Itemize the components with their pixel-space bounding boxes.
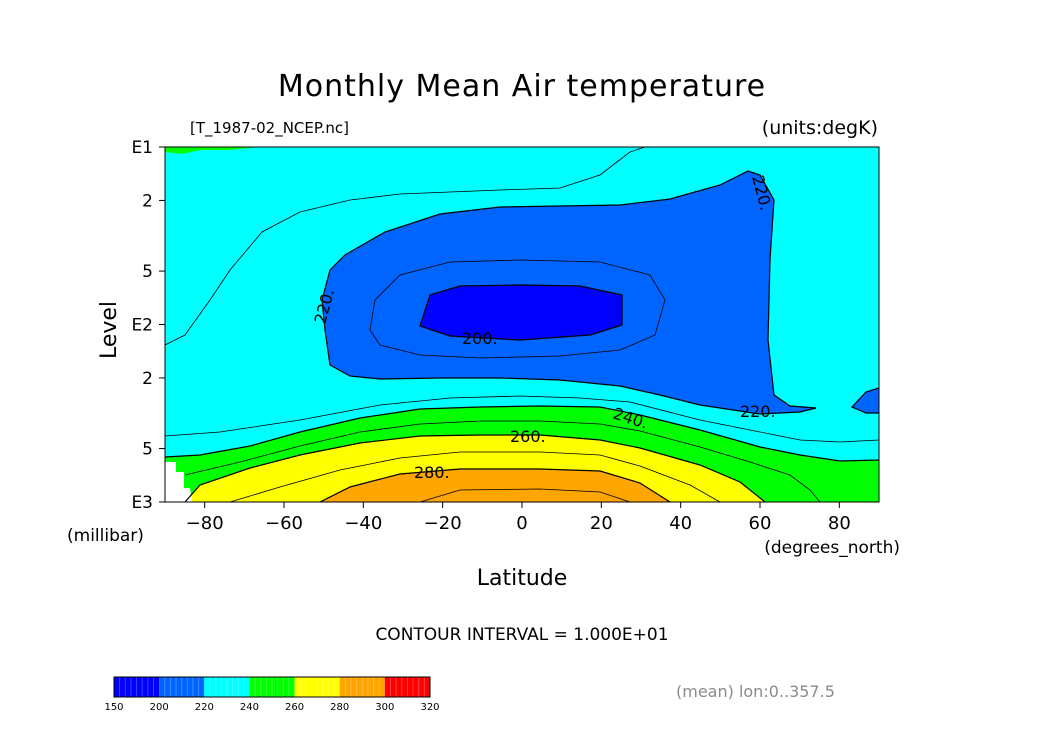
x-tick-label: −80 — [186, 513, 224, 534]
y-tick-label: E2 — [131, 316, 153, 336]
y-tick-label: E1 — [131, 138, 153, 158]
y-tick-label: 2 — [142, 191, 153, 211]
colorbar-swatch — [249, 677, 295, 697]
y-tick-label: 5 — [142, 440, 153, 460]
contour-line — [184, 434, 766, 502]
contour-line — [184, 420, 821, 502]
missing-data-patch — [165, 462, 192, 502]
colorbar-swatch — [384, 677, 430, 697]
colorbar-label: 200 — [150, 702, 169, 713]
x-units-label: (degrees_north) — [764, 538, 900, 558]
colorbar-label: 280 — [330, 702, 349, 713]
contour-line — [165, 395, 879, 443]
contour-line — [850, 387, 879, 414]
contour-lines — [165, 147, 879, 502]
colorbar-label: 240 — [240, 702, 259, 713]
contour-line — [319, 468, 671, 502]
contour-label: 280. — [414, 463, 450, 482]
x-tick-label: 20 — [590, 513, 613, 534]
band-240-top-patch — [165, 147, 260, 154]
colorbar-swatch — [339, 677, 385, 697]
y-units-label: (millibar) — [67, 526, 144, 546]
y-tick-label: E3 — [131, 493, 153, 513]
colorbar-label: 260 — [285, 702, 304, 713]
x-tick-label: 80 — [828, 513, 851, 534]
y-axis-ticks: E3 5 2 E2 5 2 E1 — [131, 138, 165, 513]
contour-line — [419, 284, 623, 341]
x-tick-label: −40 — [344, 513, 382, 534]
colorbar-label: 320 — [420, 702, 439, 713]
footer-note: (mean) lon:0..357.5 — [676, 682, 835, 701]
contour-label: 200. — [462, 329, 498, 348]
x-tick-label: −60 — [265, 513, 303, 534]
colorbar-swatch — [159, 677, 205, 697]
colorbar-label: 300 — [375, 702, 394, 713]
band-200-220-right-patch — [852, 388, 879, 413]
x-axis-title: Latitude — [477, 566, 568, 591]
colorbar-label: 220 — [195, 702, 214, 713]
colorbar: 150 200 220 240 260 280 300 320 — [104, 676, 440, 713]
x-axis-ticks: −80 −60 −40 −20 0 20 40 60 80 — [186, 502, 851, 534]
x-tick-label: −20 — [424, 513, 462, 534]
contour-label: 220. — [740, 402, 776, 421]
y-tick-label: 5 — [142, 262, 153, 282]
y-tick-label: 2 — [142, 369, 153, 389]
colorbar-label: 150 — [104, 702, 123, 713]
colorbar-swatch — [204, 677, 250, 697]
x-tick-label: 60 — [749, 513, 772, 534]
band-150-200 — [420, 285, 622, 340]
colorbar-frame — [113, 676, 431, 698]
x-tick-label: 0 — [516, 513, 527, 534]
contour-line — [165, 147, 646, 346]
contour-line — [165, 405, 879, 462]
colorbar-swatch — [114, 677, 160, 697]
contour-line — [369, 259, 666, 359]
chart-title: Monthly Mean Air temperature — [278, 69, 766, 104]
contour-label: 260. — [510, 427, 546, 446]
x-tick-label: 40 — [669, 513, 692, 534]
contour-line — [229, 451, 721, 502]
contour-line — [321, 170, 817, 415]
band-280-300 — [320, 469, 670, 502]
contour-interval-label: CONTOUR INTERVAL = 1.000E+01 — [375, 625, 668, 645]
contour-line — [419, 488, 631, 502]
units-label: (units:degK) — [762, 117, 878, 139]
colorbar-swatch — [294, 677, 340, 697]
data-file-label: [T_1987-02_NCEP.nc] — [190, 119, 349, 138]
y-axis-title: Level — [97, 301, 122, 359]
